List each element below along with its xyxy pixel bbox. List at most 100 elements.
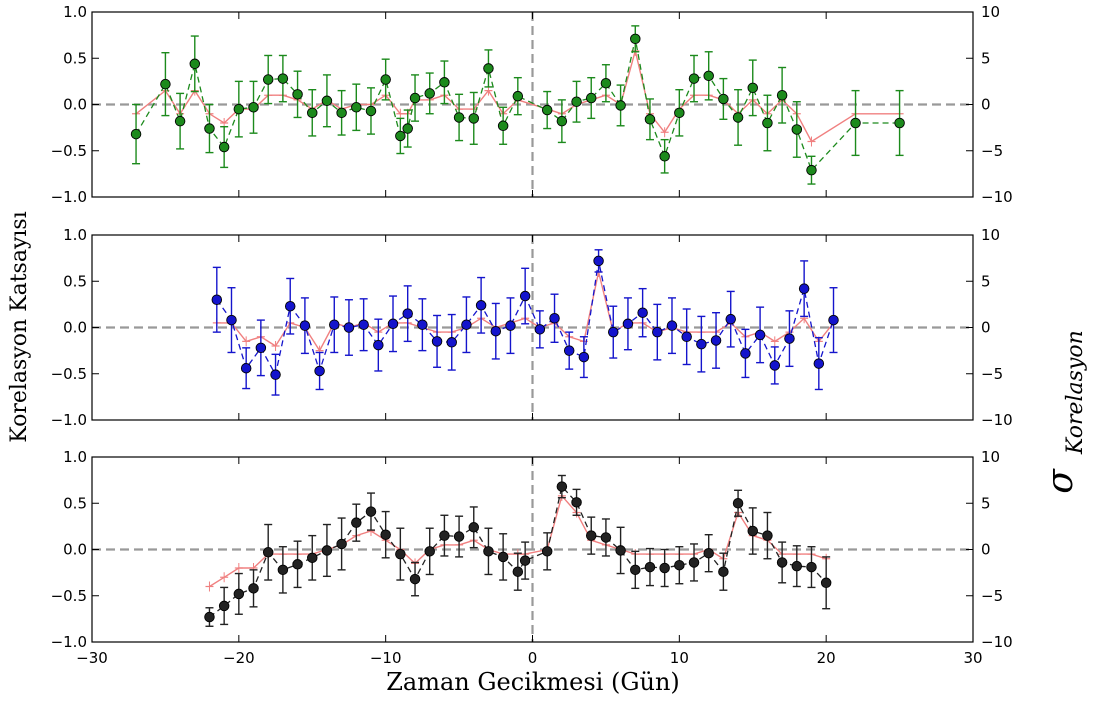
data-point [351,517,362,528]
x-tick-label: 30 [963,649,982,667]
data-point [468,522,480,533]
y2-tick-label: −10 [981,411,1013,429]
data-point [307,552,318,564]
data-point [688,73,700,84]
y-tick-label: −0.5 [51,142,87,160]
data-point [262,547,274,558]
data-point [894,117,905,129]
data-point [813,358,825,369]
data-point [732,498,744,509]
data-point [644,114,656,125]
x-tick-label: 10 [670,649,689,667]
data-point [630,564,641,576]
x-tick-label: −10 [370,649,402,667]
data-point [424,546,435,557]
data-point [541,104,553,116]
data-point [828,314,839,326]
data-point [512,90,524,102]
y2-tick-label: 0 [981,96,991,114]
data-point [688,557,700,568]
data-point [615,100,626,111]
data-point [373,339,384,351]
data-point [226,314,237,326]
data-point [747,82,759,94]
data-point [461,319,472,330]
data-point [512,566,524,577]
y-tick-label: 0.0 [63,319,87,337]
y2-tick-label: 10 [981,226,1000,244]
data-point [674,559,685,571]
panel-middle: −1.0 −0.5 0.0 0.5 1.0 −10 −5 0 5 10 [51,226,1013,429]
data-point [600,532,612,543]
data-point [747,525,759,537]
data-point [453,531,465,542]
data-point [769,360,781,371]
data-point [497,551,509,563]
y2-tick-label: 5 [981,272,991,290]
y2-tick-label: −10 [981,188,1013,206]
y-tick-label: −1.0 [51,633,87,651]
x-tick-label: −30 [76,649,108,667]
y-tick-label: 1.0 [63,3,87,21]
y-tick-label: 0.0 [63,541,87,559]
y2-tick-label: 0 [981,319,991,337]
data-point [578,351,590,363]
y-tick-label: −1.0 [51,188,87,206]
data-point [505,320,516,331]
data-point [380,529,391,540]
data-point [497,120,509,132]
data-point [248,583,259,594]
x-tick-label: 20 [817,649,836,667]
y-tick-label: 0.5 [63,272,87,290]
svg-text:σ Korelasyon: σ Korelasyon [1040,330,1088,494]
data-point [696,338,707,350]
data-point [255,342,267,354]
data-point [130,128,142,140]
data-point [218,600,230,612]
data-point [791,560,803,572]
data-point [541,546,553,557]
data-point [270,369,281,380]
data-point [652,326,663,338]
data-point [292,559,303,570]
y2-tick-label: 5 [981,49,991,67]
y2-tick-label: 10 [981,3,1000,21]
data-point [776,89,788,101]
data-point [740,348,751,359]
data-point [593,255,604,267]
y-tick-label: 0.5 [63,49,87,67]
data-point [321,95,333,107]
panel-top: −1.0 −0.5 0.0 0.5 1.0 −10 −5 0 5 10 [51,3,1013,206]
y-tick-label: −0.5 [51,587,87,605]
data-point [718,93,729,105]
data-point [468,113,480,124]
data-point [608,326,619,338]
data-point [314,365,325,377]
data-point [791,124,803,135]
data-point [402,123,413,134]
data-point [248,102,259,113]
y-tick-label: 0.5 [63,494,87,512]
data-point [732,112,744,123]
data-point [321,545,333,556]
data-point [798,283,810,294]
data-point [453,112,465,123]
data-point [174,115,186,127]
data-point [703,547,714,559]
y-tick-label: 1.0 [63,226,87,244]
data-point [292,89,303,100]
data-point [556,115,568,127]
data-point [424,88,435,99]
data-point [351,102,362,113]
sigma-symbol: σ [1040,468,1081,494]
data-point [483,546,494,557]
y2-tick-label: −10 [981,633,1013,651]
data-point [395,130,406,142]
data-point [395,548,406,560]
data-point [820,577,832,589]
y2-tick-label: 0 [981,541,991,559]
data-point [615,545,626,556]
data-point [710,335,722,346]
data-point [534,324,546,335]
data-point [365,105,377,117]
